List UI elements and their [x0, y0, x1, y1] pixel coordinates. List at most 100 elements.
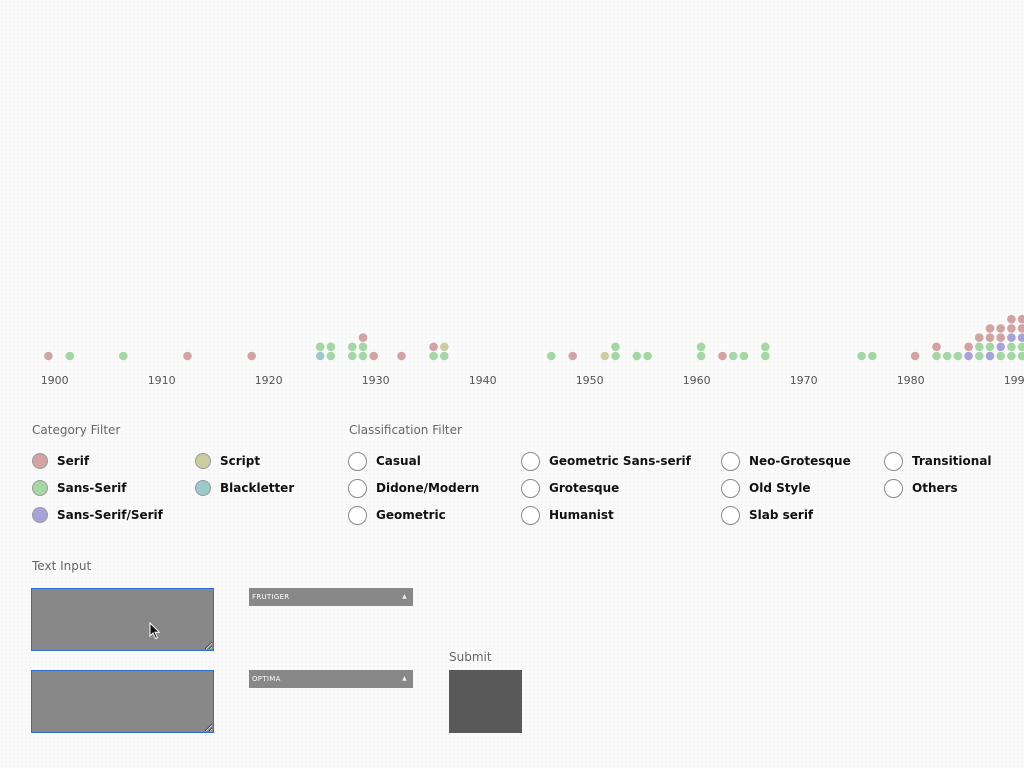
font-dot-sans-serif_serif[interactable]: [996, 342, 1005, 352]
chevron-up-icon: ▲: [402, 675, 407, 682]
font-dot-sans-serif[interactable]: [696, 342, 706, 352]
font-dot-script[interactable]: [440, 342, 449, 352]
classification-label: Geometric Sans-serif: [549, 454, 691, 468]
classification-neo-grotesque[interactable]: Neo-Grotesque: [721, 451, 851, 471]
font-dot-sans-serif[interactable]: [942, 351, 952, 361]
font-dot-sans-serif[interactable]: [611, 342, 620, 352]
font-dot-sans-serif[interactable]: [326, 351, 336, 361]
font-dot-serif[interactable]: [985, 333, 995, 342]
category-script[interactable]: Script: [195, 451, 260, 471]
font-dot-serif[interactable]: [1017, 324, 1024, 333]
category-sans-serif[interactable]: Sans-Serif: [32, 478, 126, 498]
text-input-1[interactable]: [31, 588, 214, 651]
font-dot-sans-serif[interactable]: [440, 351, 449, 361]
font-dot-serif[interactable]: [718, 351, 727, 361]
font-dot-serif[interactable]: [1007, 314, 1016, 324]
radio-icon: [721, 451, 740, 471]
font-dot-serif[interactable]: [568, 351, 577, 361]
font-dot-serif[interactable]: [964, 342, 973, 352]
font-dot-sans-serif[interactable]: [632, 351, 642, 361]
font-dot-serif[interactable]: [996, 333, 1005, 342]
font-dot-sans-serif[interactable]: [65, 351, 75, 361]
font-dot-sans-serif[interactable]: [358, 342, 368, 352]
text-input-title: Text Input: [32, 559, 92, 573]
category-label: Script: [220, 454, 261, 468]
font-dot-serif[interactable]: [975, 333, 984, 342]
classification-old-style[interactable]: Old Style: [721, 478, 811, 498]
classification-geometric[interactable]: Geometric: [348, 505, 446, 525]
timeline-dots: [44, 314, 1024, 361]
font-dot-sans-serif[interactable]: [1007, 342, 1016, 352]
font-dot-serif[interactable]: [429, 342, 438, 352]
font-dot-sans-serif[interactable]: [547, 351, 556, 361]
font-dot-serif[interactable]: [932, 342, 941, 352]
font-select-2[interactable]: OPTIMA ▲: [249, 670, 413, 688]
font-dot-serif[interactable]: [369, 351, 379, 361]
classification-label: Humanist: [549, 508, 614, 522]
font-dot-sans-serif[interactable]: [996, 351, 1005, 361]
submit-button[interactable]: [449, 670, 522, 733]
font-dot-serif[interactable]: [358, 333, 368, 342]
radio-icon: [884, 451, 903, 471]
classification-humanist[interactable]: Humanist: [521, 505, 614, 525]
font-dot-blackletter[interactable]: [315, 351, 325, 361]
classification-transitional[interactable]: Transitional: [884, 451, 992, 471]
font-dot-sans-serif_serif[interactable]: [1007, 333, 1016, 342]
font-dot-sans-serif[interactable]: [315, 342, 325, 352]
font-select-1[interactable]: FRUTIGER ▲: [249, 588, 413, 606]
serif-swatch-icon: [32, 453, 48, 469]
category-serif[interactable]: Serif: [32, 451, 89, 471]
font-dot-serif[interactable]: [1017, 314, 1024, 324]
font-dot-serif[interactable]: [910, 351, 920, 361]
category-blackletter[interactable]: Blackletter: [195, 478, 294, 498]
font-dot-sans-serif_serif[interactable]: [985, 351, 995, 361]
font-dot-sans-serif[interactable]: [643, 351, 652, 361]
font-dot-sans-serif[interactable]: [975, 351, 984, 361]
font-dot-sans-serif[interactable]: [1017, 351, 1024, 361]
classification-label: Transitional: [912, 454, 992, 468]
font-dot-script[interactable]: [600, 351, 610, 361]
font-dot-sans-serif[interactable]: [611, 351, 620, 361]
classification-casual[interactable]: Casual: [348, 451, 421, 471]
font-dot-serif[interactable]: [1007, 324, 1016, 333]
font-dot-sans-serif[interactable]: [348, 342, 357, 352]
classification-others[interactable]: Others: [884, 478, 958, 498]
font-dot-sans-serif_serif[interactable]: [964, 351, 973, 361]
font-dot-sans-serif[interactable]: [932, 351, 941, 361]
font-dot-sans-serif[interactable]: [358, 351, 368, 361]
font-dot-sans-serif[interactable]: [868, 351, 877, 361]
font-dot-serif[interactable]: [996, 324, 1005, 333]
font-dot-sans-serif[interactable]: [348, 351, 357, 361]
classification-slab-serif[interactable]: Slab serif: [721, 505, 813, 525]
text-input-2[interactable]: [31, 670, 214, 733]
font-dot-sans-serif[interactable]: [119, 351, 128, 361]
classification-label: Geometric: [376, 508, 446, 522]
classification-didone-modern[interactable]: Didone/Modern: [348, 478, 479, 498]
category-sans-serif-serif[interactable]: Sans-Serif/Serif: [32, 505, 163, 525]
font-dot-sans-serif[interactable]: [739, 351, 749, 361]
classification-label: Neo-Grotesque: [749, 454, 851, 468]
font-dot-serif[interactable]: [397, 351, 406, 361]
font-dot-sans-serif[interactable]: [728, 351, 738, 361]
font-dot-sans-serif[interactable]: [429, 351, 438, 361]
classification-label: Others: [912, 481, 958, 495]
classification-geometric-sans-serif[interactable]: Geometric Sans-serif: [521, 451, 691, 471]
classification-grotesque[interactable]: Grotesque: [521, 478, 619, 498]
font-dot-sans-serif[interactable]: [857, 351, 866, 361]
font-dot-sans-serif[interactable]: [761, 342, 770, 352]
font-dot-sans-serif[interactable]: [761, 351, 770, 361]
classification-label: Grotesque: [549, 481, 620, 495]
font-dot-serif[interactable]: [183, 351, 192, 361]
font-dot-sans-serif[interactable]: [953, 351, 963, 361]
font-dot-sans-serif[interactable]: [985, 342, 995, 352]
font-dot-serif[interactable]: [44, 351, 53, 361]
font-dot-serif[interactable]: [985, 324, 995, 333]
font-dot-sans-serif[interactable]: [975, 342, 984, 352]
radio-icon: [521, 505, 540, 525]
font-dot-serif[interactable]: [247, 351, 256, 361]
font-dot-sans-serif[interactable]: [326, 342, 336, 352]
font-dot-sans-serif[interactable]: [1017, 342, 1024, 352]
font-dot-sans-serif[interactable]: [696, 351, 706, 361]
font-dot-sans-serif[interactable]: [1007, 351, 1016, 361]
font-dot-sans-serif_serif[interactable]: [1017, 333, 1024, 342]
